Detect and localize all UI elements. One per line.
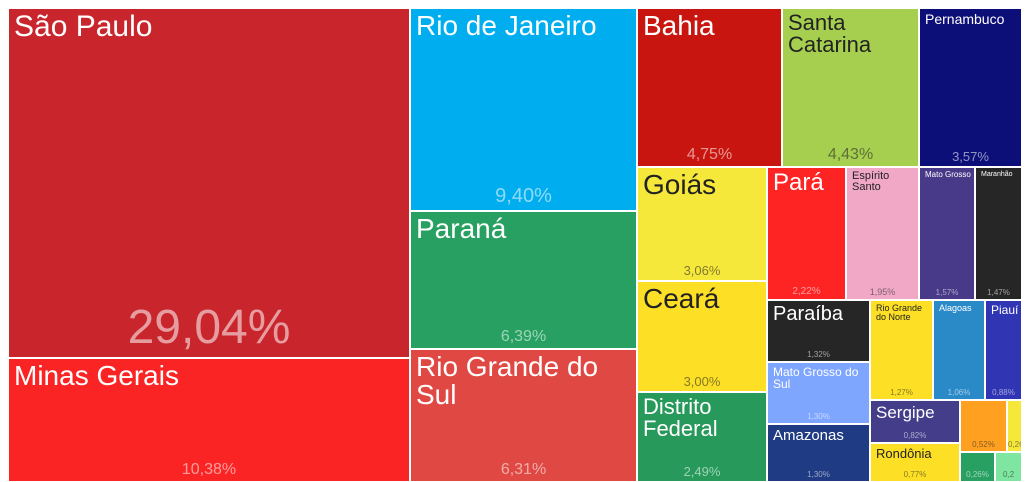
value-label: 0,26% bbox=[1008, 440, 1021, 449]
value-label: 1,47% bbox=[987, 288, 1010, 297]
tile-label: Pernambuco bbox=[925, 11, 1005, 27]
tile: Maranhão 1,47% bbox=[975, 167, 1022, 300]
tile: Bahia 4,75% bbox=[637, 8, 782, 167]
value-label: 1,95% bbox=[869, 287, 896, 297]
value-label: 1,30% bbox=[807, 470, 830, 479]
value-label: 9,40% bbox=[495, 185, 552, 207]
tile-label: Amazonas bbox=[773, 427, 844, 444]
tile: Sergipe 0,82% bbox=[870, 400, 960, 443]
value-label: 2,22% bbox=[792, 286, 821, 297]
tile: Mato Grosso 1,57% bbox=[919, 167, 975, 300]
tile-label: Espírito Santo bbox=[852, 170, 890, 193]
tile-label: Bahia bbox=[643, 10, 715, 41]
tile-label: Distrito Federal bbox=[643, 394, 718, 441]
tile: Amazonas 1,30% bbox=[767, 424, 870, 482]
value-label: 3,00% bbox=[683, 374, 721, 389]
tile: 0,2 bbox=[995, 452, 1022, 482]
tile-label: Piauí bbox=[991, 303, 1019, 317]
tile: Alagoas 1,06% bbox=[933, 300, 985, 400]
tile: Rio Grande do Sul 6,31% bbox=[410, 349, 637, 482]
tile: Ceará 3,00% bbox=[637, 281, 767, 392]
tile-label: São Paulo bbox=[14, 10, 153, 43]
tile: Distrito Federal 2,49% bbox=[637, 392, 767, 482]
tile: Minas Gerais 10,38% bbox=[8, 358, 410, 482]
tile-label: Pará bbox=[773, 169, 824, 196]
tile: Paraná 6,39% bbox=[410, 211, 637, 349]
tile-label: Mato Grosso bbox=[925, 170, 971, 179]
value-label: 2,49% bbox=[683, 464, 721, 479]
tile-label: Alagoas bbox=[939, 303, 972, 313]
tile: Goiás 3,06% bbox=[637, 167, 767, 281]
tile: Paraíba 1,32% bbox=[767, 300, 870, 362]
tile-label: Paraná bbox=[416, 213, 507, 244]
value-label: 6,39% bbox=[500, 328, 547, 345]
tile-label: Santa Catarina bbox=[788, 10, 872, 57]
value-label: 1,32% bbox=[807, 350, 830, 359]
tile-label: Goiás bbox=[643, 169, 717, 200]
tile: Pernambuco 3,57% bbox=[919, 8, 1022, 167]
tile-label: Rio de Janeiro bbox=[416, 10, 597, 41]
tile: 0,26% bbox=[960, 452, 995, 482]
value-label: 0,26% bbox=[966, 470, 989, 479]
tile: 0,52% bbox=[960, 400, 1007, 452]
value-label: 4,43% bbox=[827, 146, 874, 163]
value-label: 29,04% bbox=[127, 301, 291, 354]
value-label: 0,88% bbox=[992, 388, 1015, 397]
value-label: 10,38% bbox=[181, 461, 237, 478]
value-label: 1,27% bbox=[890, 388, 913, 397]
value-label: 1,30% bbox=[807, 412, 830, 421]
tile: Espírito Santo 1,95% bbox=[846, 167, 919, 300]
value-label: 6,31% bbox=[500, 461, 547, 478]
tile-label: Rondônia bbox=[876, 446, 932, 461]
tile-label: Sergipe bbox=[876, 403, 935, 422]
value-label: 0,77% bbox=[903, 470, 927, 479]
tile: Rio de Janeiro 9,40% bbox=[410, 8, 637, 211]
value-label: 0,82% bbox=[903, 431, 927, 440]
value-label: 0,52% bbox=[972, 440, 995, 449]
tile-label: Minas Gerais bbox=[14, 360, 179, 391]
tile: Rio Grande do Norte 1,27% bbox=[870, 300, 933, 400]
value-label: 1,06% bbox=[947, 388, 971, 397]
tile-label: Ceará bbox=[643, 283, 720, 314]
tile: Piauí 0,88% bbox=[985, 300, 1022, 400]
tile: São Paulo 29,04% bbox=[8, 8, 410, 358]
tile-label: Mato Grosso do Sul bbox=[773, 365, 859, 391]
value-label: 4,75% bbox=[686, 146, 733, 163]
value-label: 1,57% bbox=[935, 288, 959, 297]
tile-label: Paraíba bbox=[773, 303, 844, 325]
tile-label: Maranhão bbox=[981, 171, 1013, 178]
value-label: 3,06% bbox=[683, 263, 721, 278]
tile-label: Rio Grande do Sul bbox=[416, 351, 599, 410]
value-label: 0,2 bbox=[1002, 470, 1015, 479]
tile: Pará 2,22% bbox=[767, 167, 846, 300]
tile-label: Rio Grande do Norte bbox=[876, 303, 923, 322]
tile: 0,26% bbox=[1007, 400, 1022, 452]
tile: Rondônia 0,77% bbox=[870, 443, 960, 482]
tile: Santa Catarina 4,43% bbox=[782, 8, 919, 167]
tile: Mato Grosso do Sul 1,30% bbox=[767, 362, 870, 424]
value-label: 3,57% bbox=[952, 149, 989, 164]
